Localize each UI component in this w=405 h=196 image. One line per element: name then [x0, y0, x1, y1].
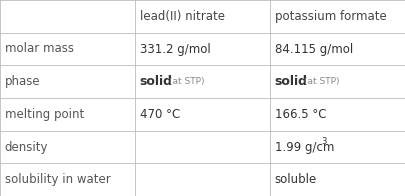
Text: 1.99 g/cm: 1.99 g/cm	[275, 141, 334, 153]
Text: phase: phase	[5, 75, 40, 88]
Text: 331.2 g/mol: 331.2 g/mol	[140, 43, 211, 55]
Text: 470 °C: 470 °C	[140, 108, 180, 121]
Text: lead(II) nitrate: lead(II) nitrate	[140, 10, 225, 23]
Text: soluble: soluble	[275, 173, 317, 186]
Text: density: density	[5, 141, 48, 153]
Text: potassium formate: potassium formate	[275, 10, 386, 23]
Text: 3: 3	[321, 137, 326, 146]
Text: (at STP): (at STP)	[169, 77, 205, 86]
Text: melting point: melting point	[5, 108, 84, 121]
Text: 84.115 g/mol: 84.115 g/mol	[275, 43, 353, 55]
Text: molar mass: molar mass	[5, 43, 74, 55]
Text: solubility in water: solubility in water	[5, 173, 111, 186]
Text: 166.5 °C: 166.5 °C	[275, 108, 326, 121]
Text: solid: solid	[275, 75, 307, 88]
Text: (at STP): (at STP)	[304, 77, 339, 86]
Text: solid: solid	[140, 75, 173, 88]
